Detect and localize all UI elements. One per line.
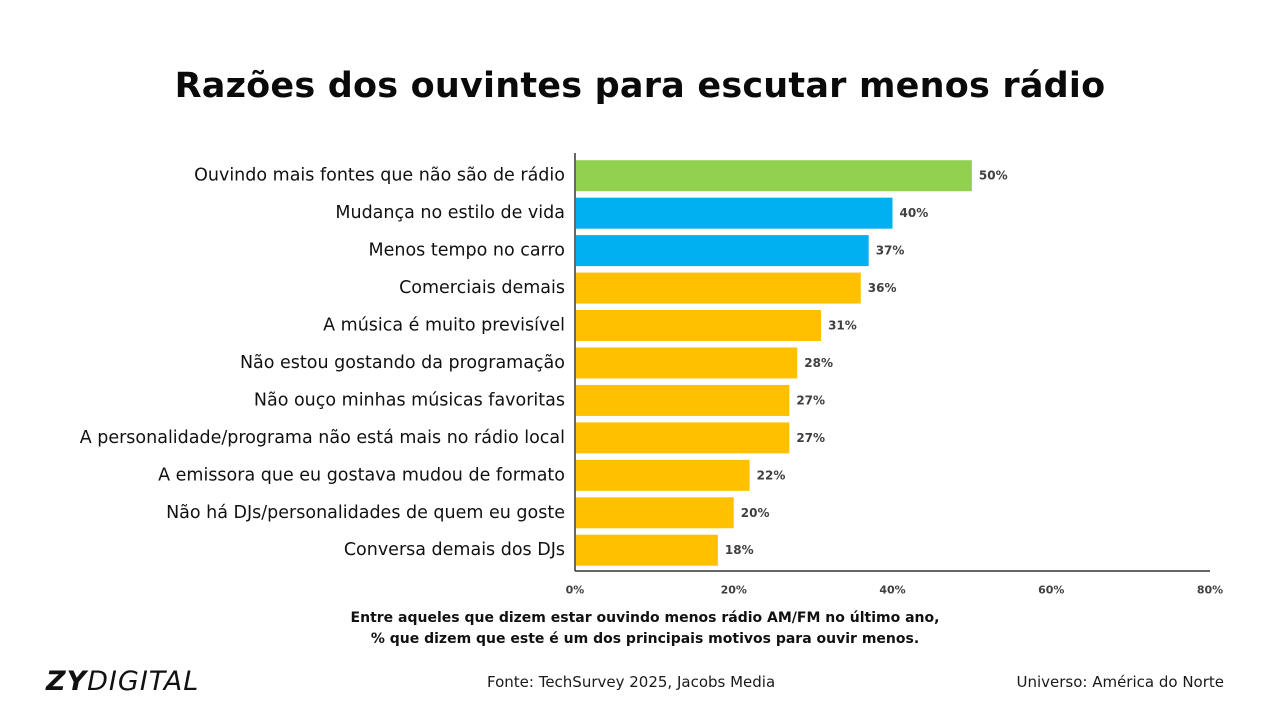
category-label: Conversa demais dos DJs <box>344 540 565 560</box>
x-tick-label: 20% <box>721 584 747 597</box>
category-label: A emissora que eu gostava mudou de forma… <box>158 465 565 485</box>
value-label: 37% <box>876 244 905 258</box>
subtitle-line-2: % que dizem que este é um dos principais… <box>370 631 920 647</box>
bar <box>576 534 718 566</box>
x-tick-label: 60% <box>1038 584 1064 597</box>
bar <box>576 160 972 192</box>
category-label: Ouvindo mais fontes que não são de rádio <box>194 166 565 186</box>
bar <box>576 384 790 416</box>
value-label: 18% <box>725 543 754 557</box>
value-label: 20% <box>741 506 770 520</box>
category-label: Não há DJs/personalidades de quem eu gos… <box>166 503 565 523</box>
category-label: A personalidade/programa não está mais n… <box>80 428 565 448</box>
bar <box>576 197 893 229</box>
bar <box>576 272 861 304</box>
subtitle-line-1: Entre aqueles que dizem estar ouvindo me… <box>350 610 940 626</box>
universe-note: Universo: América do Norte <box>1016 673 1224 691</box>
bar <box>576 497 734 529</box>
value-label: 36% <box>868 281 897 295</box>
value-label: 28% <box>804 356 833 370</box>
x-tick-label: 40% <box>879 584 905 597</box>
logo-digital-text: DIGITAL <box>87 666 200 697</box>
category-label: Não ouço minhas músicas favoritas <box>254 390 565 410</box>
bar <box>576 310 822 342</box>
bar-chart: Ouvindo mais fontes que não são de rádio… <box>80 153 1223 597</box>
category-label: Comerciais demais <box>399 278 565 298</box>
value-label: 50% <box>979 169 1008 183</box>
bar <box>576 459 750 491</box>
chart-title: Razões dos ouvintes para escutar menos r… <box>174 66 1106 106</box>
category-label: Mudança no estilo de vida <box>335 203 565 223</box>
value-label: 22% <box>757 468 786 482</box>
value-label: 31% <box>828 319 857 333</box>
zy-digital-logo: ZYDIGITAL <box>46 666 199 697</box>
category-label: Menos tempo no carro <box>368 241 565 261</box>
bar <box>576 347 798 379</box>
x-tick-label: 80% <box>1197 584 1223 597</box>
chart-subtitle: Entre aqueles que dizem estar ouvindo me… <box>0 608 1280 650</box>
category-label: A música é muito previsível <box>323 316 565 336</box>
value-label: 40% <box>900 206 929 220</box>
bar <box>576 235 869 267</box>
source-note: Fonte: TechSurvey 2025, Jacobs Media <box>487 673 776 691</box>
category-label: Não estou gostando da programação <box>240 353 565 373</box>
logo-zy-text: ZY <box>46 666 88 697</box>
value-label: 27% <box>796 431 825 445</box>
x-tick-label: 0% <box>566 584 585 597</box>
value-label: 27% <box>796 393 825 407</box>
bar <box>576 422 790 454</box>
